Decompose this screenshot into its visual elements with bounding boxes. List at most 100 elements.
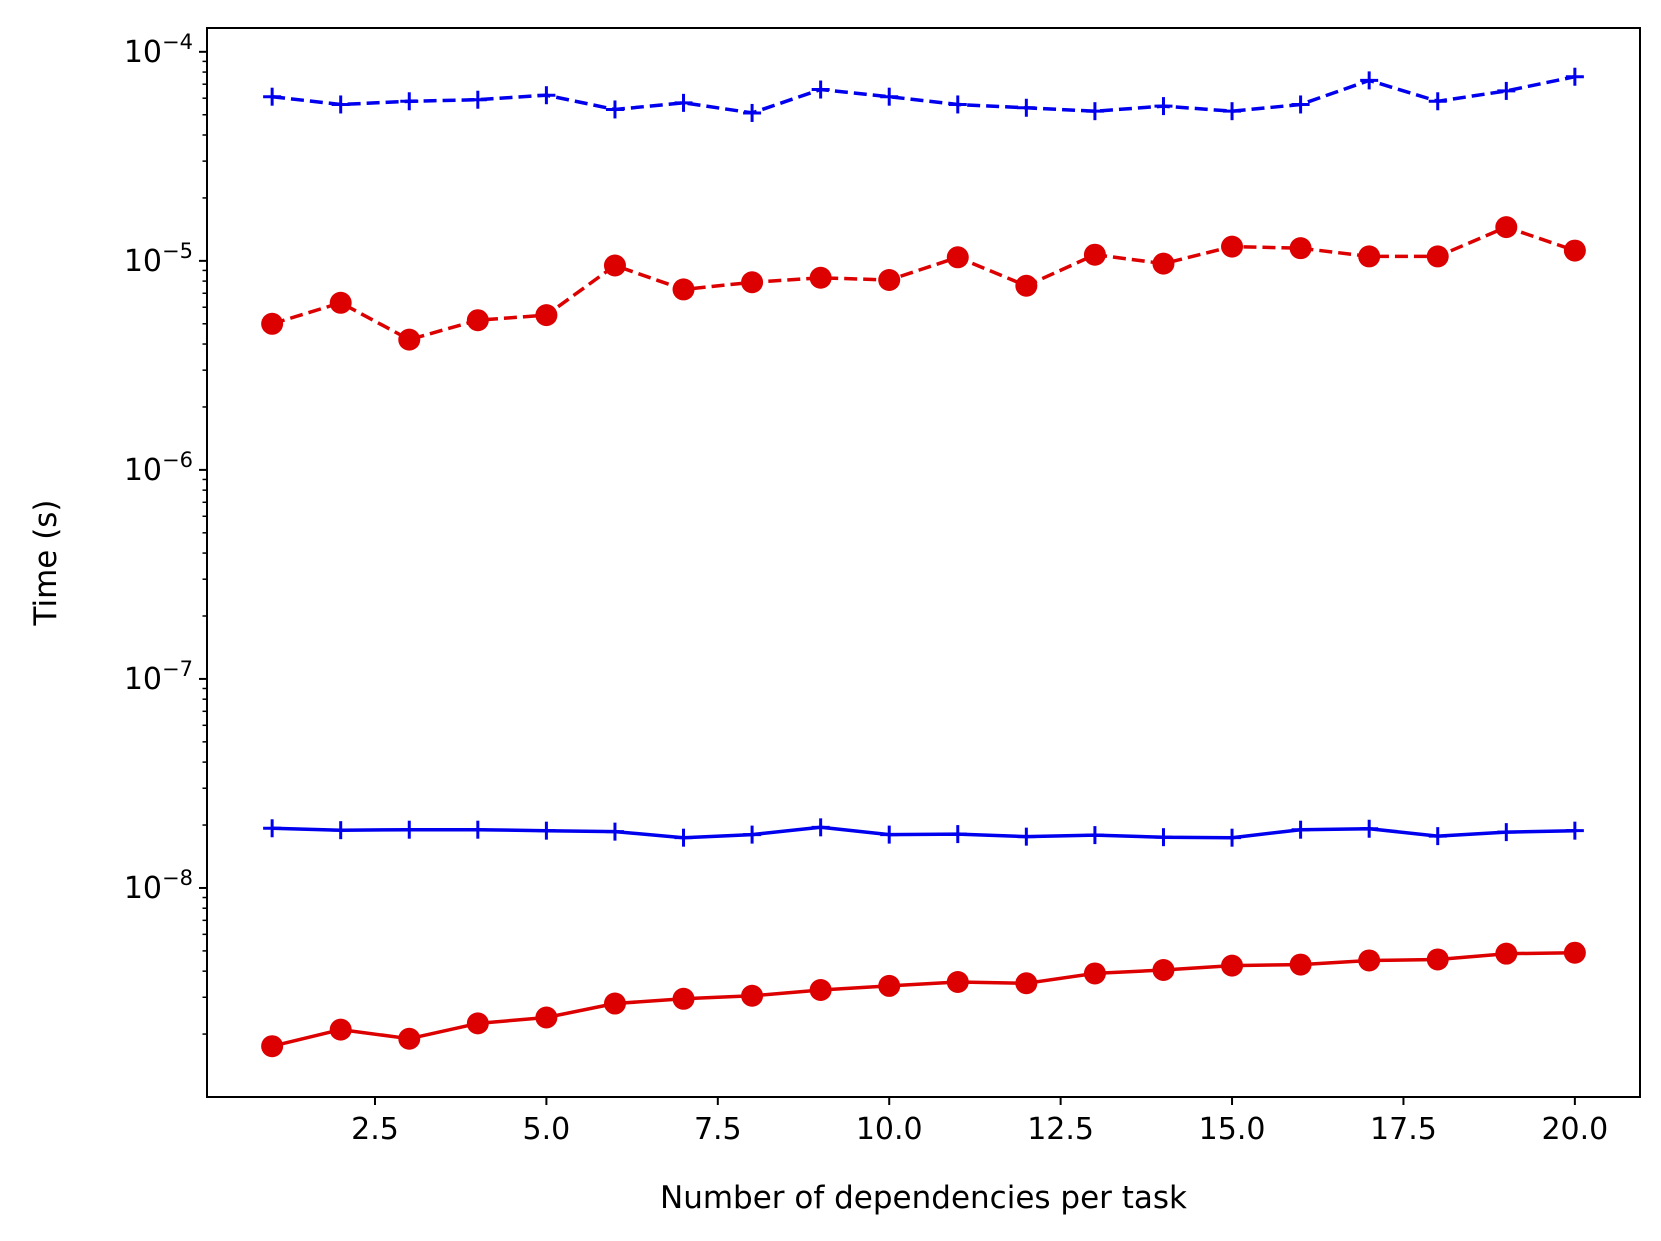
series-line [271, 950, 1575, 1048]
data-point [880, 825, 899, 844]
plot-markers [261, 67, 1586, 1058]
data-point [809, 266, 832, 289]
data-point [1565, 821, 1584, 840]
data-point [1291, 820, 1310, 839]
data-point [1360, 819, 1379, 838]
data-point [1428, 827, 1447, 846]
y-axis-label: Time (s) [28, 499, 64, 626]
data-point [605, 100, 624, 119]
plot-frame [206, 27, 1641, 1098]
data-point [1563, 941, 1586, 964]
data-point [674, 93, 693, 112]
data-point [880, 87, 899, 106]
x-tick-label: 17.5 [1370, 1112, 1437, 1147]
data-point [1154, 828, 1173, 847]
series-line [271, 225, 1576, 342]
data-point [1358, 949, 1381, 972]
data-point [1083, 243, 1106, 266]
x-tick-label: 5.0 [523, 1112, 571, 1147]
data-point [1221, 954, 1244, 977]
data-point [1152, 959, 1175, 982]
data-point [468, 820, 487, 839]
data-point [535, 1006, 558, 1029]
data-point [263, 819, 282, 838]
x-tick-label: 7.5 [694, 1112, 742, 1147]
y-tick-label: 10−7 [124, 657, 193, 697]
data-point [331, 821, 350, 840]
y-axis-ticks: 10−8 10−7 10−6 10−5 10−4 [124, 30, 207, 1035]
data-point [1017, 98, 1036, 117]
data-point [948, 95, 967, 114]
data-point [400, 92, 419, 111]
data-point [1563, 239, 1586, 262]
data-point [329, 291, 352, 314]
data-point [261, 312, 284, 335]
data-point [743, 825, 762, 844]
data-point [1497, 823, 1516, 842]
y-tick-label: 10−8 [124, 866, 193, 906]
data-point [331, 95, 350, 114]
data-point [1426, 948, 1449, 971]
data-point [329, 1018, 352, 1041]
series-line [271, 74, 1576, 115]
data-point [1085, 102, 1104, 121]
data-point [1015, 972, 1038, 995]
data-point [535, 304, 558, 327]
data-point [1085, 826, 1104, 845]
x-tick-label: 15.0 [1199, 1112, 1266, 1147]
data-point [674, 828, 693, 847]
data-point [946, 246, 969, 269]
data-point [1358, 245, 1381, 268]
data-point [466, 1012, 489, 1035]
data-point [400, 820, 419, 839]
data-point [1154, 97, 1173, 116]
data-point [537, 86, 556, 105]
data-point [603, 992, 626, 1015]
data-point [811, 80, 830, 99]
data-point [466, 309, 489, 332]
data-point [398, 1027, 421, 1050]
x-tick-label: 20.0 [1541, 1112, 1608, 1147]
data-point [672, 987, 695, 1010]
data-point [1223, 102, 1242, 121]
data-point [261, 1035, 284, 1058]
data-point [1360, 71, 1379, 90]
y-tick-label: 10−5 [124, 239, 193, 279]
data-point [809, 978, 832, 1001]
data-point [878, 268, 901, 291]
y-tick-label: 10−4 [124, 30, 193, 70]
data-point [1289, 237, 1312, 260]
x-tick-label: 2.5 [351, 1112, 399, 1147]
data-point [946, 970, 969, 993]
data-point [743, 103, 762, 122]
data-point [672, 278, 695, 301]
data-point [1152, 252, 1175, 275]
data-point [1497, 81, 1516, 100]
x-axis-label: Number of dependencies per task [660, 1180, 1187, 1216]
data-point [1083, 962, 1106, 985]
data-point [1291, 95, 1310, 114]
data-point [1495, 216, 1518, 239]
y-tick-label: 10−6 [124, 448, 193, 488]
plot-lines [271, 74, 1576, 1048]
data-point [1565, 67, 1584, 86]
data-point [1428, 92, 1447, 111]
data-point [605, 822, 624, 841]
data-point [398, 328, 421, 351]
data-point [468, 90, 487, 109]
data-point [948, 825, 967, 844]
data-point [1221, 235, 1244, 258]
x-tick-label: 12.5 [1027, 1112, 1094, 1147]
data-point [1495, 942, 1518, 965]
data-point [1289, 953, 1312, 976]
data-point [741, 271, 764, 294]
data-point [263, 87, 282, 106]
data-point [1223, 828, 1242, 847]
data-point [537, 821, 556, 840]
data-point [1426, 245, 1449, 268]
x-axis-ticks: 2.5 5.0 7.5 10.0 12.5 15.0 17.5 20.0 [351, 1097, 1608, 1147]
data-point [1017, 827, 1036, 846]
data-point [603, 254, 626, 277]
